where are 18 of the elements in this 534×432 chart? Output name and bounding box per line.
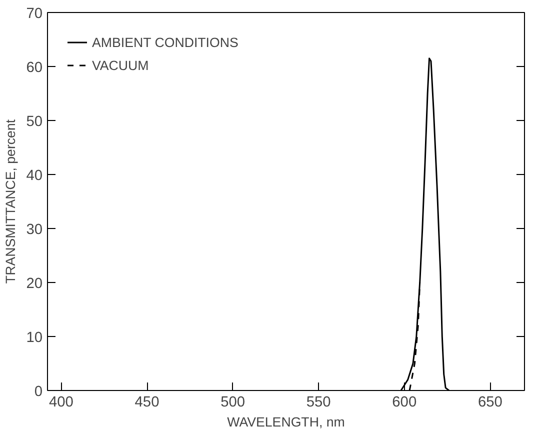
y-tick-label: 0	[34, 384, 43, 400]
x-tick-label: 500	[220, 394, 246, 410]
y-tick-label: 30	[26, 222, 43, 238]
legend-label: AMBIENT CONDITIONS	[92, 34, 238, 50]
y-axis-title: TRANSMITTANCE, percent	[3, 119, 18, 284]
legend-label: VACUUM	[92, 58, 149, 72]
y-tick-label: 50	[26, 114, 43, 130]
x-tick-label: 600	[392, 394, 417, 410]
x-axis-title: WAVELENGTH, nm	[227, 414, 345, 430]
x-tick-label: 550	[306, 394, 331, 410]
y-tick-label: 20	[26, 276, 43, 292]
x-tick-label: 450	[134, 394, 160, 410]
y-tick-label: 60	[26, 60, 43, 76]
x-tick-label: 650	[478, 394, 502, 410]
x-tick-label: 400	[49, 394, 74, 410]
y-tick-label: 40	[26, 168, 43, 184]
y-tick-label: 10	[26, 330, 43, 346]
y-tick-label: 70	[26, 6, 43, 22]
